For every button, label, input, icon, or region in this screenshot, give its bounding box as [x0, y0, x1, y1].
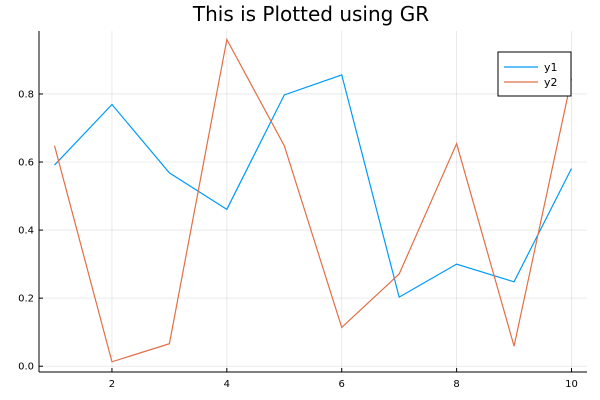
grid-lines	[39, 31, 587, 372]
x-tick-label: 10	[565, 379, 578, 390]
legend-label-y1: y1	[544, 61, 558, 74]
data-series	[53, 37, 573, 363]
x-tick-label: 4	[224, 379, 230, 390]
y-tick-label: 0.6	[18, 158, 34, 169]
legend-box	[497, 51, 572, 97]
series-line-y1	[54, 74, 573, 299]
y-tick-label: 0.8	[18, 89, 34, 100]
x-axis-ticks: 2 4 6 8 10	[109, 368, 578, 390]
x-tick-label: 8	[453, 379, 459, 390]
series-line-y2	[53, 37, 573, 363]
axes	[38, 31, 587, 373]
y-tick-label: 0.4	[18, 226, 34, 237]
legend-label-y2: y2	[544, 76, 558, 89]
chart-title: This is Plotted using GR	[192, 2, 429, 26]
y-axis-ticks: 0.0 0.2 0.4 0.6 0.8	[18, 89, 43, 373]
y-tick-label: 0.2	[18, 294, 34, 305]
x-tick-label: 6	[339, 379, 345, 390]
x-tick-label: 2	[109, 379, 115, 390]
y-tick-label: 0.0	[18, 362, 34, 373]
